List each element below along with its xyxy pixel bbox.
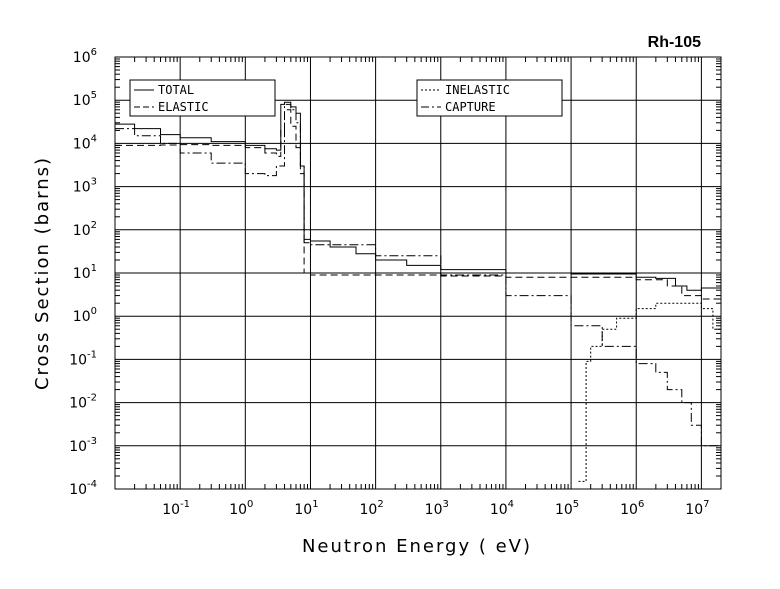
y-tick-label: 104 [73,133,97,152]
series-total-line [115,101,722,291]
y-tick-label: 10-3 [69,436,97,455]
x-axis-title: Neutron Energy ( eV) [302,536,532,557]
x-tick-label: 105 [555,499,579,518]
legend-label-capture: CAPTURE [445,100,496,114]
series-elastic-line [115,109,722,300]
y-tick-label: 103 [73,177,97,196]
legend-left-frame [129,79,276,117]
legend-label-elastic: ELASTIC [158,100,209,114]
x-tick-label: 100 [229,499,253,518]
x-tick-label: 101 [294,499,318,518]
x-tick-label: 103 [425,499,449,518]
y-axis-title: Cross Section (barns) [32,156,53,390]
y-tick-label: 106 [73,47,97,66]
x-axis-ticks: 10-1 100 101 102 103 104 105 106 107 [162,499,709,518]
x-tick-label: 106 [620,499,644,518]
x-tick-label: 107 [685,499,709,518]
legend-box-right: INELASTIC CAPTURE [416,79,563,117]
y-tick-label: 105 [73,90,97,109]
y-tick-label: 10-4 [69,479,97,498]
y-tick-label: 101 [73,263,97,282]
chart-title: Rh-105 [648,34,701,51]
series-lines [115,101,722,482]
legend-box-left: TOTAL ELASTIC [129,79,276,117]
x-tick-label: 104 [490,499,514,518]
legend-right-frame [416,79,563,117]
y-tick-label: 100 [73,306,97,325]
y-axis-ticks: 10-4 10-3 10-2 10-1 100 101 102 103 104 105 106 [69,47,97,498]
legend-label-inelastic: INELASTIC [445,83,510,97]
series-capture-line [115,103,722,448]
x-tick-label: 10-1 [162,499,190,518]
y-tick-label: 10-2 [69,393,97,412]
series-inelastic-line [578,302,722,482]
x-tick-label: 102 [360,499,384,518]
legend-label-total: TOTAL [158,83,194,97]
y-tick-label: 10-1 [69,349,97,368]
y-tick-label: 102 [73,220,97,239]
grid-lines [115,56,721,490]
plot-frame [114,56,722,490]
